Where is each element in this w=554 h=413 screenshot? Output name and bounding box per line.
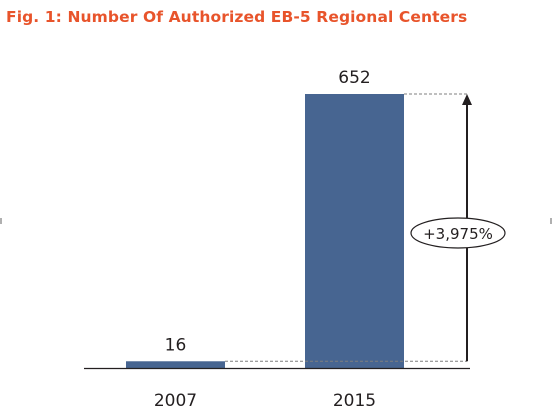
crop-marks xyxy=(0,218,552,224)
crop-mark-right xyxy=(550,218,552,224)
growth-percent-label: +3,975% xyxy=(423,225,493,243)
value-label-2007: 16 xyxy=(165,335,187,355)
x-tick-label-2007: 2007 xyxy=(154,391,197,411)
growth-label-ellipse xyxy=(410,217,506,249)
bars xyxy=(126,94,404,368)
x-tick-labels: 2007 2015 xyxy=(154,391,376,411)
value-labels: 16 652 xyxy=(165,68,371,355)
bar-2015 xyxy=(305,94,404,368)
value-label-2015: 652 xyxy=(338,68,370,88)
growth-annotation: +3,975% xyxy=(225,93,506,362)
chart-title: Fig. 1: Number Of Authorized EB-5 Region… xyxy=(6,8,468,26)
x-tick-label-2015: 2015 xyxy=(333,391,376,411)
bar-2007 xyxy=(126,361,225,368)
crop-mark-left xyxy=(0,218,2,224)
growth-arrow-head xyxy=(462,94,472,105)
